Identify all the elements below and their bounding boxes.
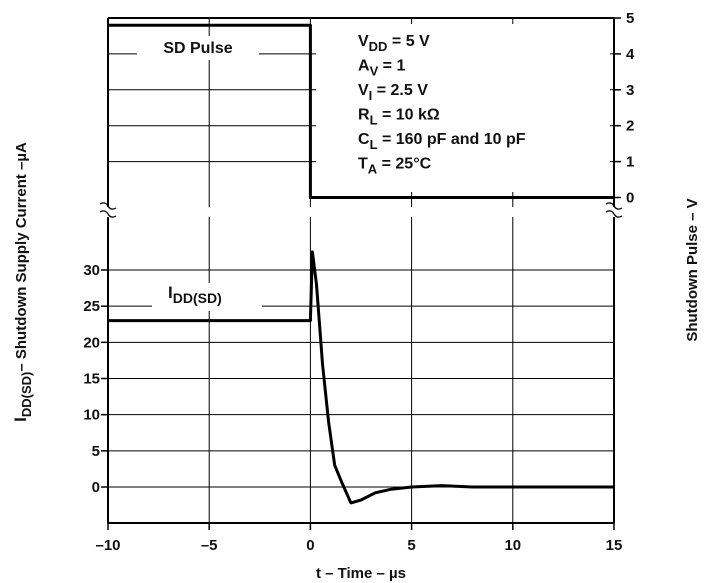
conditions-box-bg [316,24,610,192]
right-tick-label: 0 [626,190,634,207]
right-tick-label: 1 [626,154,634,171]
left-tick-label: 25 [83,298,100,315]
condition-line: CL = 160 pF and 10 pF [358,131,526,152]
x-axis-title: t – Time – µs [316,565,406,582]
condition-sub: DD [369,39,388,54]
left-axis-title-sub: DD(SD) [19,372,34,418]
x-tick-label: 5 [407,537,415,554]
condition-main: A [358,58,370,75]
left-tick-label: 5 [92,443,100,460]
idd-label: IDD(SD) [168,283,222,306]
idd-label-sub: DD(SD) [173,290,222,306]
condition-main: R [358,107,370,124]
right-tick-label: 2 [626,118,634,135]
tick-layer: –10 –5 0 5 10 15 0 1 2 3 4 5 0 5 10 15 20 25 30 [83,10,635,554]
left-tick-label: 0 [92,479,100,496]
idd-label-bg [152,283,262,311]
sd-pulse-line [108,23,614,199]
right-tick-label: 4 [626,46,635,63]
frame-layer [99,17,623,524]
condition-line: VI = 2.5 V [358,82,428,103]
left-tick-label: 15 [83,371,100,388]
x-tick-label: 10 [504,537,521,554]
condition-main: T [358,156,368,173]
left-tick-label: 10 [83,407,100,424]
condition-sub: A [368,162,378,177]
annotation-layer [137,24,610,311]
condition-rest: = 2.5 V [372,82,428,99]
condition-sub: I [369,88,373,103]
axis-break-mark [605,202,623,218]
x-tick-label: 15 [606,537,623,554]
series-layer [108,23,614,505]
sd-pulse-label: SD Pulse [163,40,232,57]
condition-main: C [358,131,370,148]
x-tick-label: –10 [95,537,120,554]
idd-sd-line [108,250,614,505]
x-tick-label: 0 [306,537,314,554]
idd-label-main: I [168,283,173,302]
condition-line: TA = 25°C [358,156,432,177]
condition-line: VDD = 5 V [358,33,430,54]
condition-main: V [358,33,369,50]
left-axis-title-main: I [11,417,30,422]
condition-line: RL = 10 kΩ [358,107,440,128]
left-tick-label: 30 [83,262,100,279]
condition-rest: = 5 V [387,33,430,50]
right-tick-label: 3 [626,82,634,99]
condition-sub: V [370,64,379,79]
condition-rest: = 10 kΩ [378,107,440,124]
left-axis-title: IDD(SD)– Shutdown Supply Current –µA [11,142,34,422]
condition-sub: L [370,113,378,128]
axis-break-mark [99,202,117,218]
condition-sub: L [370,137,378,152]
right-tick-label: 5 [626,10,634,27]
condition-line: AV = 1 [358,58,405,79]
condition-rest: = 25°C [377,156,431,173]
left-tick-label: 20 [83,334,100,351]
condition-rest: = 160 pF and 10 pF [378,131,526,148]
condition-main: V [358,82,369,99]
left-axis-title-rest: – Shutdown Supply Current –µA [13,142,30,372]
right-axis-title: Shutdown Pulse – V [684,198,701,341]
x-tick-label: –5 [201,537,218,554]
condition-rest: = 1 [378,58,405,75]
sd-pulse-label-bg [137,36,259,60]
